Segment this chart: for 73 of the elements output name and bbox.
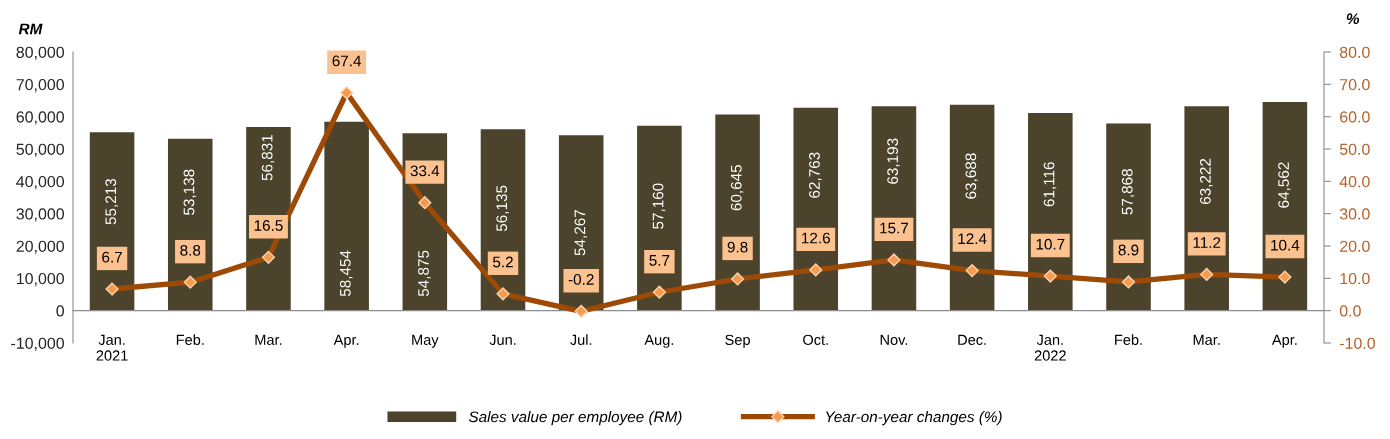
data-label: 63,222 bbox=[1199, 158, 1213, 205]
y2-tick-label: 60.0 bbox=[1340, 111, 1370, 123]
x-tick-label: Feb. bbox=[1115, 334, 1142, 345]
x-tick-label: Apr. bbox=[1271, 334, 1297, 348]
data-label: 5.7 bbox=[649, 255, 670, 266]
y-tick-label: 0 bbox=[56, 305, 65, 317]
legend-label: Year-on-year changes (%) bbox=[826, 411, 1002, 426]
data-label: 53,138 bbox=[183, 169, 197, 215]
y2-axis-title: % bbox=[1346, 13, 1360, 25]
x-tick-label: Dec. bbox=[958, 334, 986, 345]
y-tick-label: -10,000 bbox=[11, 337, 65, 351]
y-tick-label: 10,000 bbox=[17, 272, 65, 287]
y2-tick-label: 80.0 bbox=[1339, 46, 1370, 58]
data-label: 64,562 bbox=[1278, 162, 1291, 208]
data-label: 11.2 bbox=[1193, 237, 1221, 248]
data-label: 8.9 bbox=[1118, 244, 1139, 256]
y-tick-label: 80,000 bbox=[16, 46, 65, 60]
y-tick-label: 50,000 bbox=[16, 143, 65, 157]
y2-tick-label: 50.0 bbox=[1339, 143, 1370, 155]
data-label: 12.6 bbox=[802, 232, 830, 244]
data-label: 6.7 bbox=[102, 251, 122, 263]
bar bbox=[324, 121, 369, 311]
x-tick-label: Apr. bbox=[333, 334, 359, 348]
data-label: 10.7 bbox=[1036, 238, 1065, 250]
x-tick-label: Jan. 2022 bbox=[1034, 334, 1066, 361]
x-tick-label: Jun. bbox=[489, 334, 516, 345]
data-label: 56,831 bbox=[261, 135, 275, 181]
data-label: 60,645 bbox=[730, 165, 744, 211]
y-tick-label: 20,000 bbox=[16, 240, 65, 254]
data-label: 56,135 bbox=[496, 185, 509, 232]
legend-label: Sales value per employee (RM) bbox=[468, 411, 682, 426]
x-tick-label: Jul. bbox=[570, 334, 592, 345]
x-tick-label: Oct. bbox=[803, 334, 828, 345]
y-tick-label: 30,000 bbox=[16, 208, 65, 222]
x-tick-label: May bbox=[412, 334, 439, 348]
y2-tick-label: 70.0 bbox=[1340, 78, 1370, 91]
y2-tick-label: 20.0 bbox=[1340, 240, 1370, 252]
data-label: 62,763 bbox=[809, 152, 822, 198]
y2-tick-label: 10.0 bbox=[1340, 272, 1370, 285]
data-label: 57,868 bbox=[1121, 169, 1135, 215]
data-label: 12.4 bbox=[958, 233, 987, 244]
x-tick-label: Nov. bbox=[880, 334, 908, 345]
data-label: 33.4 bbox=[410, 165, 440, 177]
x-tick-label: Mar. bbox=[1193, 334, 1220, 345]
data-label: 58,454 bbox=[339, 250, 353, 297]
y-axis-title: RM bbox=[18, 23, 43, 35]
data-label: 8.8 bbox=[180, 244, 201, 256]
y-tick-label: 40,000 bbox=[16, 175, 65, 190]
data-label: 5.2 bbox=[493, 256, 513, 268]
y-tick-label: 60,000 bbox=[16, 111, 65, 125]
data-label: 54,875 bbox=[418, 250, 431, 297]
data-label: 57,160 bbox=[652, 183, 666, 229]
data-label: 54,267 bbox=[574, 210, 588, 256]
x-tick-label: Mar. bbox=[255, 334, 282, 345]
data-label: 55,213 bbox=[105, 178, 118, 225]
data-label: -0.2 bbox=[568, 274, 594, 285]
y2-tick-label: -10.0 bbox=[1339, 337, 1376, 349]
data-label: 63,193 bbox=[887, 138, 900, 184]
data-label: 63,688 bbox=[965, 153, 979, 199]
data-label: 61,116 bbox=[1043, 162, 1057, 207]
data-label: 9.8 bbox=[727, 241, 748, 253]
y2-tick-label: 40.0 bbox=[1339, 175, 1370, 188]
y2-tick-label: 0.0 bbox=[1339, 305, 1361, 317]
data-label: 15.7 bbox=[880, 222, 909, 234]
x-tick-label: Sep bbox=[725, 334, 750, 348]
x-tick-label: Aug. bbox=[644, 334, 674, 348]
x-tick-label: Jan. 2021 bbox=[96, 334, 128, 361]
y-tick-label: 70,000 bbox=[16, 78, 65, 93]
data-label: 67.4 bbox=[332, 55, 362, 67]
data-label: 16.5 bbox=[254, 220, 283, 231]
data-label: 10.4 bbox=[1271, 239, 1300, 251]
x-tick-label: Feb. bbox=[176, 334, 204, 345]
y2-tick-label: 30.0 bbox=[1339, 208, 1370, 220]
